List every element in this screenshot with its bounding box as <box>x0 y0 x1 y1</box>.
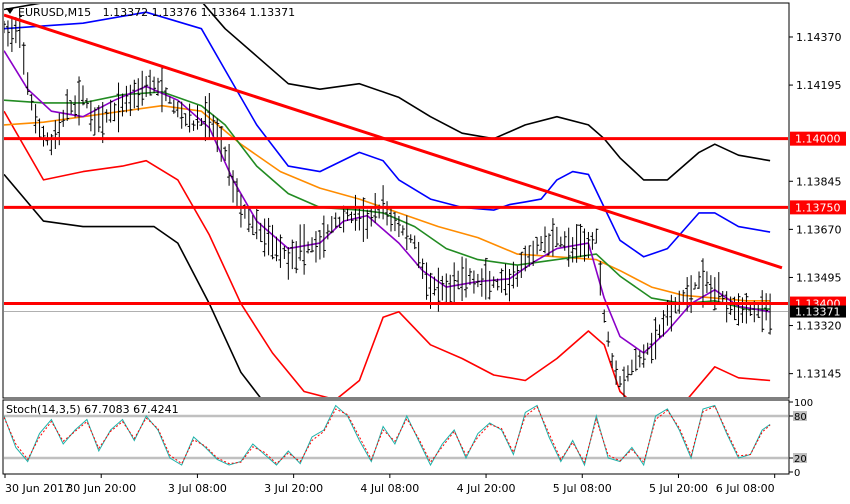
y-tick-label: 1.14195 <box>796 79 842 92</box>
series-bollinger-red-lower <box>4 110 771 397</box>
series-bollinger-outer-lower <box>4 173 261 397</box>
series-bollinger-outer-upper <box>4 4 771 181</box>
trend-line <box>4 13 783 270</box>
stoch-plot <box>4 404 788 467</box>
x-tick-label: 3 Jul 08:00 <box>168 482 227 495</box>
level-label: 1.14000 <box>795 133 841 146</box>
stoch-level-box <box>793 411 807 421</box>
level-label: 1.13750 <box>795 201 841 214</box>
stoch-y-tick-label: 20 <box>794 454 807 465</box>
price-panel-frame <box>2 2 790 399</box>
price-plot <box>4 4 788 397</box>
y-tick-label: 1.14370 <box>796 31 842 44</box>
current-price-box <box>790 305 846 318</box>
y-tick-label: 1.13670 <box>796 223 842 236</box>
y-tick-label: 1.13495 <box>796 271 842 284</box>
y-tick-label: 1.13320 <box>796 320 842 333</box>
x-tick-label: 4 Jul 08:00 <box>360 482 419 495</box>
stoch-level-box <box>793 453 807 463</box>
stoch-panel-frame <box>2 399 790 475</box>
x-tick-label: 5 Jul 08:00 <box>553 482 612 495</box>
stoch-y-tick-label: 0 <box>794 468 800 479</box>
x-tick-label: 30 Jun 20:00 <box>66 482 136 495</box>
x-tick-label: 5 Jul 20:00 <box>649 482 708 495</box>
level-label-box <box>790 131 846 146</box>
series-stoch-signal <box>4 405 771 465</box>
x-tick-label: 3 Jul 20:00 <box>264 482 323 495</box>
ohlc-values: 1.13372 1.13376 1.13364 1.13371 <box>103 6 295 19</box>
stoch-y-tick-label: 80 <box>794 412 807 423</box>
y-tick-label: 1.13145 <box>796 368 842 381</box>
x-tick-label: 6 Jul 08:00 <box>716 482 775 495</box>
series-ma-orange <box>4 104 771 302</box>
current-price-label: 1.13371 <box>795 306 841 319</box>
stoch-y-tick-label: 100 <box>794 398 813 409</box>
stoch-title: Stoch(14,3,5) 67.7083 67.4241 <box>6 403 179 416</box>
collapse-triangle-icon[interactable] <box>6 8 14 14</box>
symbol-timeframe: EURUSD,M15 <box>18 6 91 19</box>
x-tick-label: 4 Jul 20:00 <box>457 482 516 495</box>
chart-header: EURUSD,M15 1.13372 1.13376 1.13364 1.133… <box>18 6 295 19</box>
x-tick-label: 30 Jun 2017 <box>5 482 71 495</box>
axes: 1.14370 1.14195 1.13845 1.13670 1.13495 1.133… <box>4 31 846 495</box>
level-label-box <box>790 200 846 215</box>
y-tick-label: 1.13845 <box>796 175 842 188</box>
